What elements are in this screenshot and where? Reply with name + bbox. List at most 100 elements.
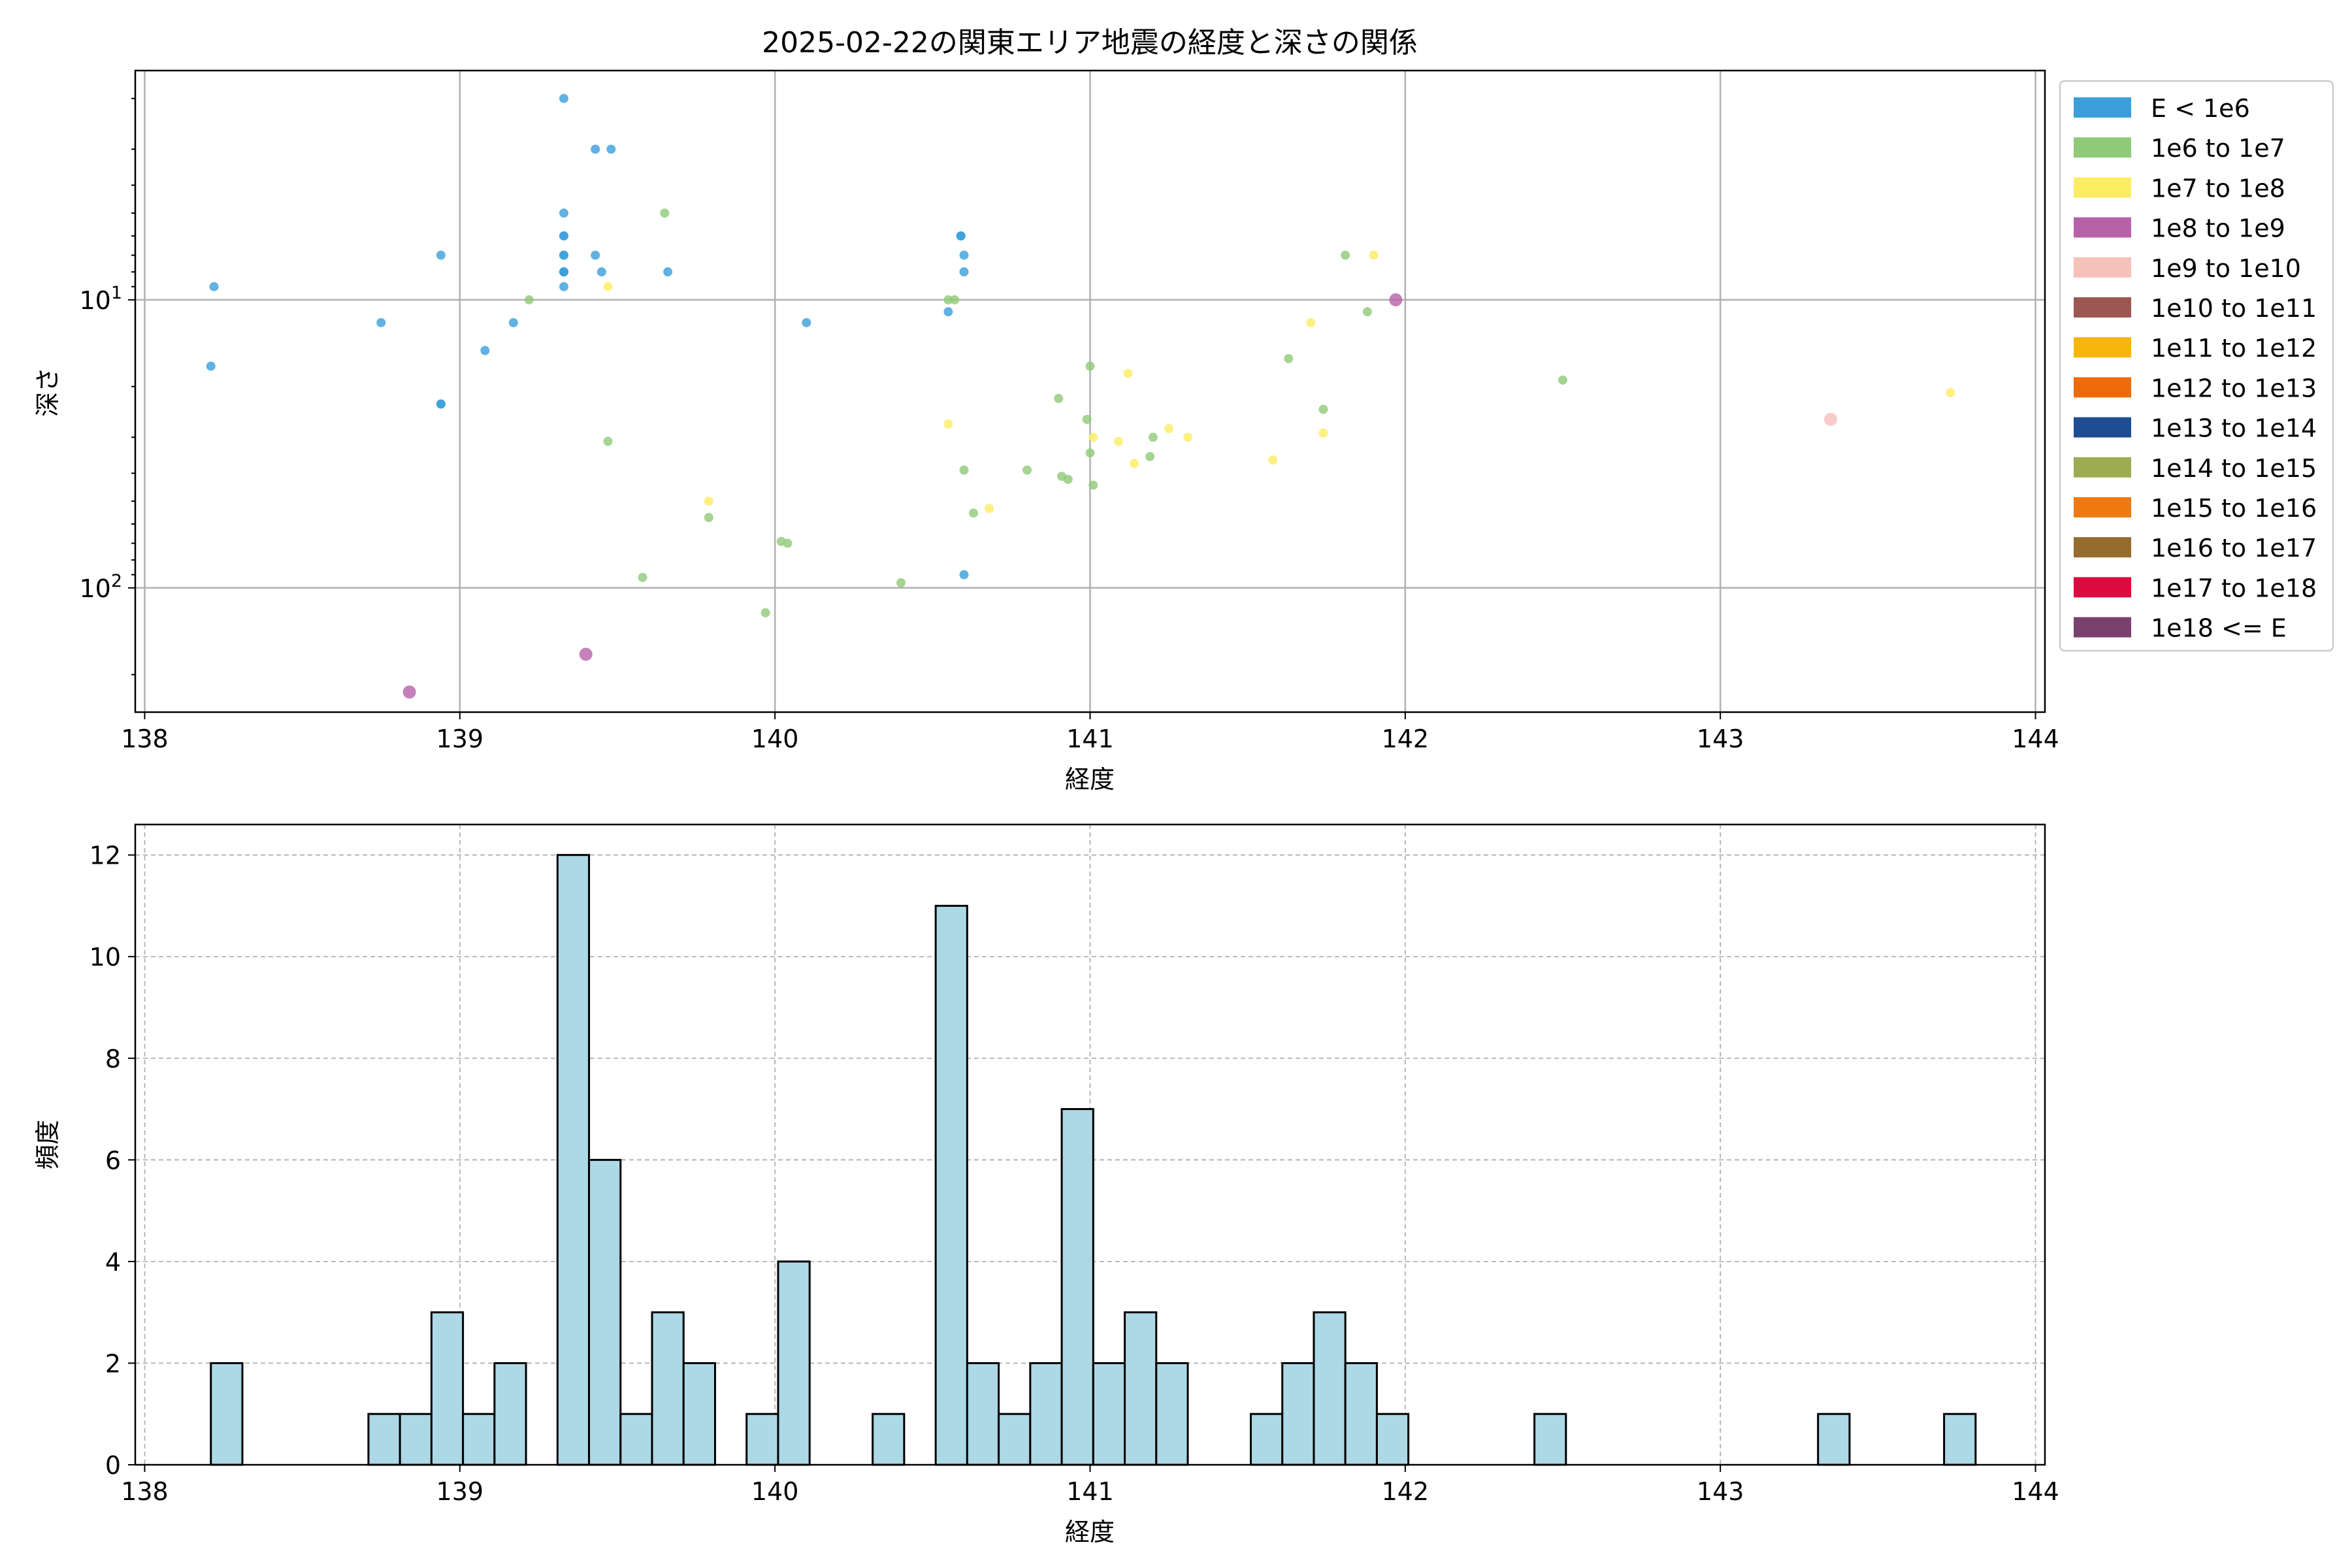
scatter-y-tick-label: 102 [79, 571, 122, 603]
histogram-bar [1817, 1413, 1851, 1466]
histogram-x-tick-label: 143 [1697, 1477, 1744, 1506]
scatter-point [1284, 353, 1294, 363]
histogram-bar [588, 1158, 622, 1466]
scatter-point [524, 295, 534, 304]
histogram-bar [872, 1413, 906, 1466]
histogram-y-tick-label: 8 [105, 1045, 121, 1073]
scatter-point [1145, 451, 1155, 461]
scatter-point [603, 436, 613, 446]
scatter-x-tick-label: 142 [1382, 725, 1429, 753]
legend-swatch [2074, 177, 2131, 198]
scatter-point [559, 231, 568, 241]
histogram-bar [1155, 1362, 1189, 1466]
histogram-bar [619, 1413, 653, 1466]
scatter-point [802, 318, 811, 327]
legend-swatch [2074, 297, 2131, 318]
legend-label: 1e15 to 1e16 [2151, 494, 2317, 523]
histogram-bar [1060, 1108, 1094, 1466]
histogram-bar [1375, 1413, 1410, 1466]
scatter-point [760, 608, 770, 617]
histogram-y-tick-label: 2 [105, 1349, 121, 1378]
legend-label: 1e18 <= E [2151, 614, 2287, 643]
histogram-bar [367, 1413, 401, 1466]
histogram-bar [1249, 1413, 1284, 1466]
histogram-x-tick-label: 140 [751, 1477, 799, 1506]
histogram-bar [1313, 1311, 1347, 1466]
legend-swatch [2074, 497, 2131, 517]
legend-label: 1e14 to 1e15 [2151, 454, 2317, 483]
scatter-point [206, 361, 216, 371]
scatter-point [559, 267, 568, 277]
histogram-y-ticks: 0 2 4 6 8 10 12 [90, 841, 135, 1480]
histogram-y-tick-label: 4 [105, 1248, 121, 1277]
scatter-point [1389, 293, 1403, 306]
scatter-point [596, 267, 606, 277]
scatter-point [1306, 318, 1316, 327]
histogram-bar [430, 1311, 465, 1466]
legend-label: 1e10 to 1e11 [2151, 294, 2317, 323]
scatter-point [1088, 480, 1098, 490]
scatter-point [579, 647, 593, 661]
scatter-point [606, 144, 616, 154]
scatter-point [985, 504, 994, 514]
histogram-x-ticks: 138 139 140 141 142 143 144 [121, 1465, 2059, 1506]
scatter-point [1318, 404, 1328, 414]
scatter-point [638, 572, 647, 582]
legend-swatch [2074, 577, 2131, 598]
scatter-point [1268, 455, 1278, 465]
scatter-gridlines [135, 71, 2045, 712]
histogram-bar [1092, 1362, 1126, 1466]
histogram-bar [1344, 1362, 1378, 1466]
histogram-bar [998, 1413, 1032, 1466]
legend-label: 1e9 to 1e10 [2151, 254, 2301, 283]
histogram-bar [651, 1311, 685, 1466]
legend-label: 1e13 to 1e14 [2151, 414, 2317, 443]
legend-swatch [2074, 377, 2131, 398]
scatter-point [959, 250, 969, 260]
legend-label: 1e17 to 1e18 [2151, 574, 2317, 602]
legend-swatch [2074, 417, 2131, 438]
scatter-plot: 138 139 140 141 142 143 144 101 102 経度 深さ [33, 69, 2059, 794]
legend-label: 1e8 to 1e9 [2151, 214, 2285, 243]
legend-swatch [2074, 337, 2131, 358]
legend-label: E < 1e6 [2151, 94, 2250, 123]
scatter-point [1148, 433, 1158, 442]
scatter-x-axis-label: 経度 [1065, 765, 1115, 794]
scatter-y-ticks: 101 102 [79, 97, 135, 676]
scatter-x-ticks: 138 139 140 141 142 143 144 [121, 712, 2059, 753]
histogram-bar [682, 1362, 717, 1466]
histogram-bar [934, 904, 968, 1466]
scatter-point [1082, 414, 1092, 424]
histogram-bar [777, 1260, 811, 1466]
scatter-point [1369, 250, 1379, 260]
scatter-y-tick-label: 101 [79, 283, 122, 315]
histogram-y-axis-label: 頻度 [33, 1120, 62, 1169]
histogram-bar [210, 1362, 244, 1466]
legend-swatch [2074, 457, 2131, 478]
scatter-point [1113, 436, 1123, 446]
scatter-point [559, 208, 568, 218]
scatter-y-axis-label: 深さ [33, 367, 62, 417]
histogram-y-tick-label: 10 [90, 943, 121, 972]
scatter-point [1183, 433, 1193, 442]
scatter-point [969, 508, 979, 518]
scatter-point [1054, 393, 1064, 403]
histogram-x-tick-label: 139 [436, 1477, 484, 1506]
scatter-point [1130, 459, 1139, 468]
scatter-point [436, 250, 446, 260]
scatter-x-tick-label: 138 [121, 725, 169, 753]
scatter-x-tick-label: 140 [751, 725, 799, 753]
scatter-point [1063, 474, 1073, 484]
histogram-bar [745, 1413, 779, 1466]
histogram-bar [493, 1362, 527, 1466]
legend-swatch [2074, 537, 2131, 558]
scatter-point [783, 538, 792, 548]
scatter-point [603, 282, 613, 291]
legend-swatch [2074, 217, 2131, 238]
histogram-bar [1281, 1362, 1315, 1466]
legend-swatch [2074, 257, 2131, 278]
chart-title: 2025-02-22の関東エリア地震の経度と深さの関係 [762, 26, 1418, 59]
histogram-bar [399, 1413, 433, 1466]
